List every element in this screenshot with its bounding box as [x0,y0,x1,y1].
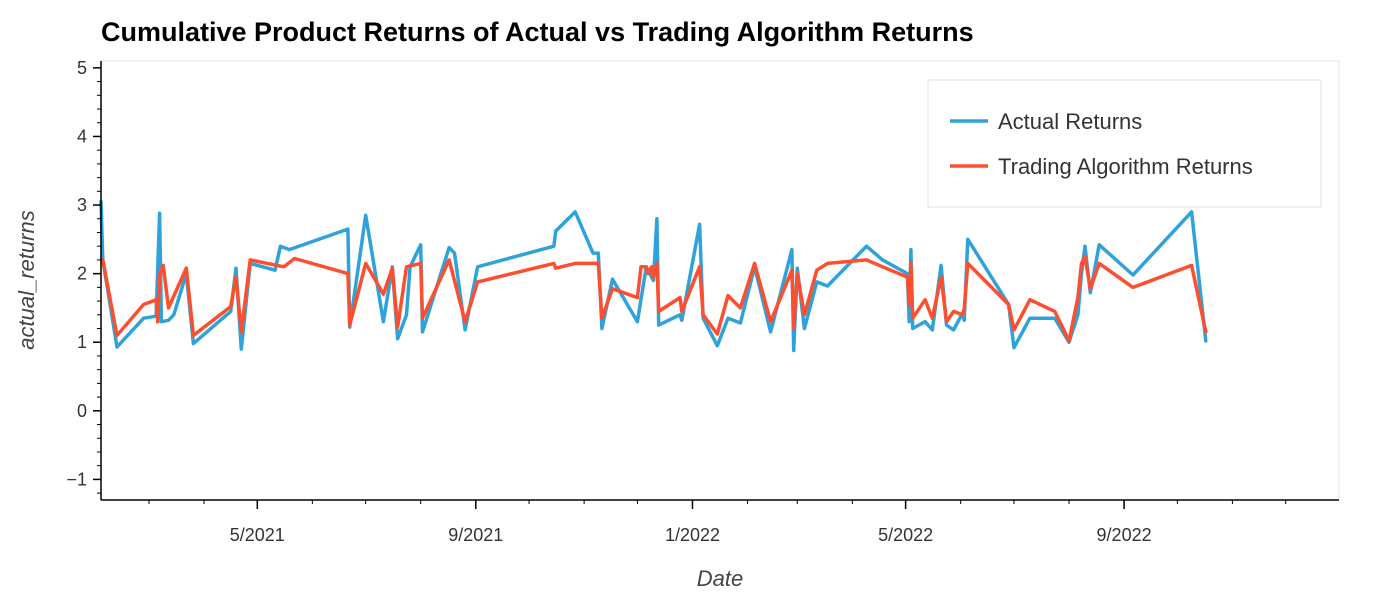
y-tick-label: 4 [77,126,87,146]
x-tick-label: 5/2021 [230,525,285,545]
y-tick-label: −1 [66,469,87,489]
legend: Actual Returns Trading Algorithm Returns [927,79,1322,208]
x-tick-label: 9/2022 [1097,525,1152,545]
x-tick-label: 1/2022 [665,525,720,545]
y-tick-label: 0 [77,401,87,421]
series-line-actual-returns [99,199,1208,353]
x-axis: 5/2021 9/2021 1/2022 5/2022 9/2022 [148,500,1287,545]
y-tick-label: 2 [77,264,87,284]
x-tick-label: 9/2021 [448,525,503,545]
legend-label-trading-algorithm-returns: Trading Algorithm Returns [998,154,1253,179]
y-tick-label: 3 [77,195,87,215]
series-line-trading-algorithm-returns [101,254,1208,343]
x-tick-label: 5/2022 [878,525,933,545]
y-tick-label: 5 [77,58,87,78]
y-tick-label: 1 [77,332,87,352]
legend-box [927,79,1322,208]
y-axis: −1 0 1 2 3 4 5 [66,58,101,494]
series-layer [99,199,1208,353]
y-axis-label: actual_returns [14,210,39,349]
x-axis-label: Date [697,566,743,591]
chart-title: Cumulative Product Returns of Actual vs … [101,17,974,47]
legend-label-actual-returns: Actual Returns [998,109,1142,134]
